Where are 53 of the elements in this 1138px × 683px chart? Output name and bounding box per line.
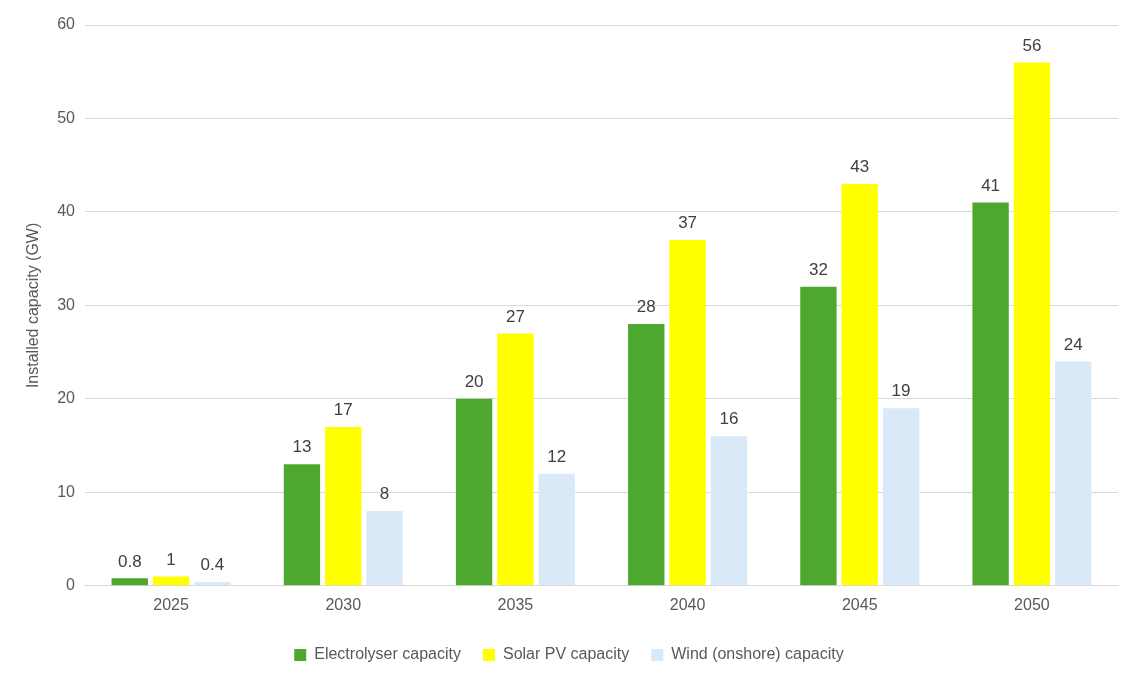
data-label: 19	[891, 381, 911, 401]
bar	[800, 286, 837, 586]
bar	[882, 408, 920, 586]
data-label: 43	[850, 157, 870, 177]
data-label: 32	[808, 259, 828, 279]
data-label: 37	[678, 213, 698, 233]
bar	[283, 464, 321, 586]
data-label: 41	[981, 175, 1001, 195]
bar	[972, 202, 1009, 586]
y-tick-label: 50	[57, 108, 76, 126]
data-label: 16	[719, 409, 739, 429]
bar	[325, 426, 362, 586]
bar	[710, 436, 748, 586]
bar	[111, 578, 148, 586]
legend-label: Solar PV capacity	[502, 645, 630, 663]
y-tick-label: 60	[57, 15, 76, 33]
data-label: 20	[464, 372, 484, 392]
bar	[669, 239, 706, 586]
y-tick-label: 40	[57, 202, 76, 220]
bar	[1013, 62, 1051, 586]
bar	[152, 576, 190, 586]
bar	[194, 582, 231, 586]
x-tick-label: 2050	[1014, 595, 1050, 613]
y-tick-label: 0	[66, 576, 76, 594]
bar	[538, 473, 575, 586]
bar	[455, 398, 493, 586]
y-tick-label: 10	[57, 482, 76, 500]
bar	[1055, 361, 1092, 586]
x-tick-label: 2045	[841, 595, 878, 613]
data-label: 1	[166, 549, 176, 569]
data-label: 8	[379, 484, 390, 504]
legend-label: Electrolyser capacity	[314, 645, 461, 663]
y-axis-title: Installed capacity (GW)	[24, 222, 42, 389]
data-label: 56	[1022, 35, 1042, 55]
data-label: 27	[505, 306, 525, 326]
x-tick-label: 2030	[325, 595, 362, 613]
bar	[366, 511, 403, 586]
data-label: 17	[333, 400, 353, 420]
y-tick-label: 20	[57, 389, 76, 407]
bar	[497, 333, 534, 586]
legend-label: Wind (onshore) capacity	[671, 645, 844, 663]
y-tick-label: 30	[57, 295, 76, 313]
bar	[841, 183, 878, 586]
data-label: 24	[1063, 334, 1083, 354]
data-label: 13	[292, 437, 312, 457]
data-label: 0.4	[200, 555, 225, 575]
bar	[628, 324, 665, 586]
x-tick-label: 2040	[669, 595, 706, 613]
x-tick-label: 2035	[497, 595, 534, 613]
data-label: 12	[547, 446, 567, 466]
data-label: 0.8	[117, 551, 142, 571]
data-label: 28	[636, 297, 656, 317]
x-tick-label: 2025	[153, 595, 189, 613]
